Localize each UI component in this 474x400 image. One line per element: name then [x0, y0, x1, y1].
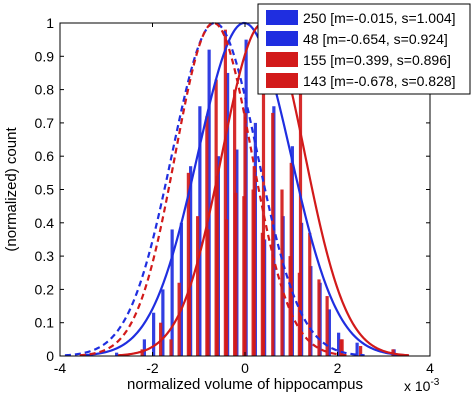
legend-entry-3: 143 [m=-0.678, s=0.828] [303, 73, 456, 89]
y-tick-label: 0.9 [35, 48, 55, 64]
legend-swatch-1 [266, 31, 298, 46]
bar-0-22 [337, 332, 341, 356]
y-tick-label: 0.2 [35, 281, 55, 297]
x-tick-label: 0 [241, 360, 249, 376]
y-tick-label: 0 [46, 348, 54, 364]
legend-swatch-3 [266, 73, 298, 88]
bar-0-4 [170, 229, 174, 356]
bar-3-7 [223, 29, 227, 356]
legend-entry-1: 48 [m=-0.654, s=0.924] [303, 31, 448, 47]
bar-2-0 [169, 339, 173, 356]
bar-3-4 [196, 216, 200, 356]
bar-2-16 [359, 346, 363, 356]
bar-3-14 [325, 296, 329, 356]
bar-3-10 [251, 189, 255, 356]
bar-0-2 [152, 312, 156, 356]
bar-3-12 [288, 256, 292, 356]
x-axis-multiplier-base: x 10 [404, 378, 431, 394]
bar-0-3 [161, 289, 165, 356]
bar-0-8 [207, 49, 211, 356]
ticks-layer: -4 -2 0 2 4 0 0.1 0.2 0.3 0.4 0.5 0.6 0.7 0.8 0.9 1 [35, 15, 435, 376]
bar-0-6 [189, 166, 193, 356]
x-tick-label: 2 [334, 360, 342, 376]
legend-entry-0: 250 [m=-0.015, s=1.004] [303, 10, 456, 26]
bar-0-0 [115, 352, 119, 356]
bar-2-12 [298, 69, 303, 357]
bar-2-8 [261, 89, 266, 356]
y-tick-label: 0.8 [35, 82, 55, 98]
y-tick-label: 0.7 [35, 115, 55, 131]
x-axis-multiplier-exponent: -3 [430, 377, 439, 388]
y-tick-label: 0.5 [35, 182, 55, 198]
legend-swatch-2 [266, 52, 298, 67]
bar-2-13 [308, 232, 312, 356]
bar-3-3 [186, 172, 190, 356]
bar-3-5 [205, 116, 209, 357]
y-tick-label: 0.1 [35, 315, 55, 331]
bar-2-10 [280, 189, 284, 356]
bars-layer [115, 29, 396, 357]
bar-3-6 [214, 79, 218, 357]
x-tick-label: -2 [146, 360, 159, 376]
y-tick-label: 0.3 [35, 248, 55, 264]
bar-3-8 [233, 89, 237, 356]
bar-2-14 [317, 279, 321, 356]
y-tick-label: 0.6 [35, 148, 55, 164]
bar-2-9 [271, 112, 275, 356]
legend-entry-2: 155 [m=0.399, s=0.896] [303, 52, 451, 68]
bar-3-9 [242, 196, 246, 356]
bar-3-11 [260, 232, 264, 356]
bar-3-0 [140, 349, 144, 356]
bar-0-21 [327, 309, 331, 356]
y-tick-label: 0.4 [35, 215, 55, 231]
x-axis-multiplier: x 10-3 [404, 377, 440, 394]
bar-0-7 [198, 106, 202, 356]
curve-3 [79, 21, 349, 357]
y-axis-label: (normalized) count [3, 127, 20, 252]
x-axis-label: normalized volume of hippocampus [127, 376, 363, 393]
legend: 250 [m=-0.015, s=1.004] 48 [m=-0.654, s=0… [257, 3, 471, 95]
bar-0-10 [226, 72, 230, 356]
bar-3-15 [339, 339, 343, 356]
y-tick-label: 1 [46, 15, 54, 31]
x-tick-label: -4 [54, 360, 67, 376]
bar-3-2 [177, 282, 181, 356]
bar-0-1 [142, 339, 146, 356]
bar-0-23 [355, 342, 359, 356]
bar-3-13 [297, 272, 301, 356]
bar-0-5 [179, 222, 183, 356]
legend-swatch-0 [266, 10, 298, 25]
x-tick-label: 4 [426, 360, 434, 376]
